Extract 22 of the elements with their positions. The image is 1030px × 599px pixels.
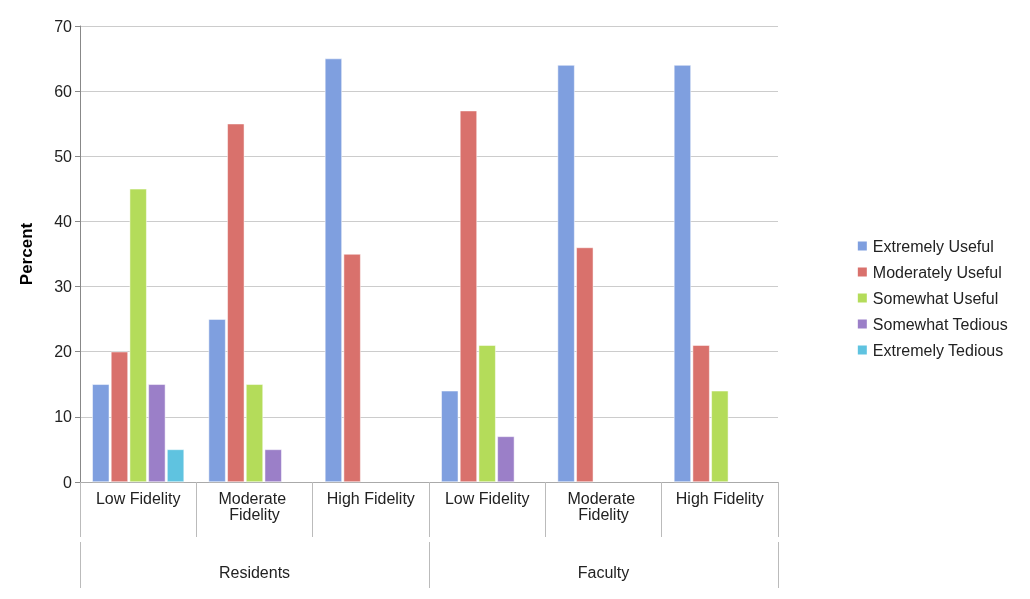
x-tick-label: Low Fidelity [444,489,530,507]
x-tick-label: Moderate Fidelity [218,489,291,523]
y-tick-label: 10 [54,408,73,426]
legend-label: Somewhat Useful [872,289,999,307]
y-tick-label: 70 [54,17,73,35]
legend-label: Extremely Useful [872,237,994,255]
y-tick-label: 50 [54,147,73,165]
y-axis-title: Percent [17,222,36,286]
legend-label: Somewhat Tedious [872,315,1008,333]
y-tick-label: 20 [54,343,73,361]
x-tick-label: Low Fidelity [95,489,181,507]
x-tick-label: High Fidelity [675,489,764,507]
y-tick-label: 0 [63,473,73,491]
y-tick-label: 40 [54,212,73,230]
legend-label: Moderately Useful [872,263,1002,281]
y-tick-label: 60 [54,82,73,100]
text: Faculty [577,563,630,581]
y-tick-label: 30 [54,278,73,296]
x-tick-label: Moderate Fidelity [567,489,640,523]
legend-label: Extremely Tedious [872,341,1004,359]
x-tick-label: High Fidelity [326,489,415,507]
text: Residents [218,563,291,581]
